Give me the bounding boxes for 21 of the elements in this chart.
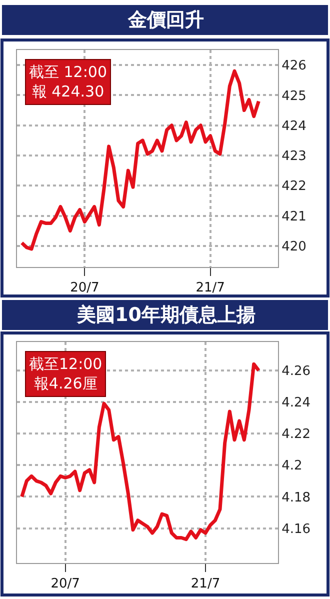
x-tick-label: 21/7 xyxy=(190,576,220,592)
y-tick-label: 4.24 xyxy=(282,396,311,411)
y-tick-label: 422 xyxy=(282,179,306,194)
x-tick-label: 21/7 xyxy=(196,280,225,296)
y-tick-label: 4.16 xyxy=(282,522,311,537)
chart-title: 金價回升 xyxy=(127,9,204,31)
chart-title: 美國10年期債息上揚 xyxy=(76,304,256,326)
y-tick-label: 420 xyxy=(282,239,306,254)
y-tick-label: 423 xyxy=(282,149,306,164)
y-tick-label: 425 xyxy=(282,88,306,104)
y-tick-label: 426 xyxy=(282,58,306,74)
y-tick-label: 421 xyxy=(282,209,306,224)
x-tick-label: 20/7 xyxy=(70,280,100,296)
y-tick-label: 4.26 xyxy=(282,364,311,379)
y-tick-label: 4.18 xyxy=(282,490,311,506)
y-tick-label: 424 xyxy=(282,118,306,134)
annotation: 截至 12:00 報 424.30 xyxy=(29,63,107,100)
y-tick-label: 4.2 xyxy=(282,458,302,474)
y-tick-label: 4.22 xyxy=(282,427,311,442)
x-tick-label: 20/7 xyxy=(50,576,80,592)
annotation: 截至12:00 報4.26厘 xyxy=(29,355,102,392)
